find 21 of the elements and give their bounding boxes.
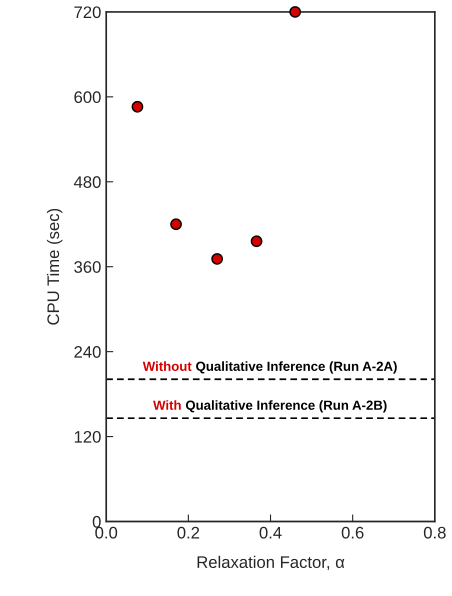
point: [170, 218, 182, 230]
y-tick-label: 0: [92, 516, 101, 528]
y-tick-label: 480: [74, 176, 101, 188]
x-tick-label: 0.4: [260, 526, 282, 539]
ref-line-label: Without Qualitative Inference (Run A-2A): [142, 361, 397, 374]
y-tick-label: 600: [74, 91, 101, 104]
y-tick-label: 720: [74, 6, 101, 18]
x-tick-label: 0.2: [177, 526, 200, 539]
y-tick-label: 240: [74, 346, 101, 358]
point: [132, 100, 144, 113]
x-tick-label: 0.6: [342, 526, 364, 539]
y-axis-title: CPU Time (sec): [46, 208, 62, 325]
y-tick-label: 360: [74, 261, 101, 273]
y-tick-label: 120: [74, 430, 101, 443]
point: [289, 6, 302, 18]
x-tick-label: 0.0: [95, 526, 118, 539]
point: [211, 253, 223, 265]
x-axis-title: Relaxation Factor, α: [198, 556, 344, 570]
ref-line-label: With Qualitative Inference (Run A-2B): [153, 400, 387, 413]
point: [250, 235, 262, 248]
x-tick-label: 0.8: [424, 526, 446, 539]
